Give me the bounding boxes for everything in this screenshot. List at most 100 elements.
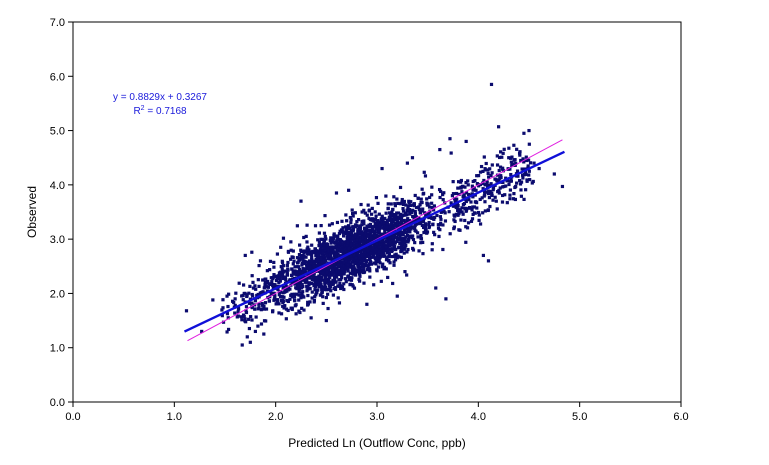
data-point: [497, 179, 501, 183]
data-point: [379, 279, 383, 283]
data-point: [347, 258, 351, 262]
data-point: [406, 204, 410, 208]
data-point: [527, 128, 531, 133]
data-point: [356, 264, 360, 268]
data-point: [483, 190, 487, 195]
data-point: [439, 217, 443, 221]
data-point: [331, 282, 335, 286]
data-point: [289, 293, 293, 297]
y-tick-label: 5.0: [50, 126, 65, 138]
data-point: [419, 241, 423, 245]
data-point: [297, 267, 302, 272]
data-point: [264, 277, 268, 281]
data-point: [297, 293, 301, 297]
data-point: [411, 234, 415, 238]
data-point: [281, 276, 286, 281]
data-point: [394, 252, 398, 256]
data-point: [472, 211, 477, 215]
data-point: [430, 205, 434, 210]
data-point: [362, 248, 366, 252]
data-point: [247, 291, 251, 295]
data-point: [480, 196, 484, 200]
data-point: [501, 151, 505, 155]
data-point: [307, 269, 312, 273]
y-tick-label: 7.0: [50, 17, 65, 29]
data-point: [363, 236, 368, 240]
data-point: [412, 215, 417, 219]
data-point: [388, 242, 392, 247]
data-point: [504, 176, 508, 180]
data-point: [402, 199, 406, 204]
data-point: [466, 183, 470, 187]
data-point: [482, 155, 486, 159]
data-point: [460, 184, 465, 189]
data-point: [237, 307, 241, 311]
data-point: [456, 186, 460, 190]
data-point: [310, 271, 314, 275]
data-point: [389, 217, 393, 221]
data-point: [495, 154, 499, 158]
data-point: [449, 201, 453, 205]
data-point: [362, 259, 366, 263]
data-point: [402, 247, 406, 251]
data-point: [487, 175, 491, 179]
data-point: [363, 211, 367, 215]
data-point: [247, 317, 251, 321]
data-point: [237, 281, 241, 285]
data-point: [512, 192, 516, 196]
data-point: [499, 174, 503, 178]
data-point: [259, 322, 264, 326]
data-point: [451, 180, 455, 184]
data-point: [272, 273, 276, 277]
data-point: [348, 215, 352, 220]
data-point: [337, 241, 341, 245]
data-point: [532, 161, 536, 165]
data-point: [387, 229, 391, 233]
data-point: [361, 270, 365, 274]
data-point: [200, 329, 204, 334]
data-point: [443, 211, 447, 215]
data-point: [414, 229, 418, 233]
data-point: [407, 208, 412, 212]
data-point: [497, 125, 501, 129]
data-point: [368, 269, 372, 273]
data-point: [296, 273, 300, 277]
data-point: [320, 286, 324, 290]
data-point: [560, 184, 565, 189]
data-point: [325, 253, 329, 258]
data-point: [380, 233, 384, 237]
data-point: [297, 298, 301, 302]
data-point: [342, 260, 346, 264]
y-tick-label: 2.0: [50, 288, 65, 300]
data-point: [346, 241, 350, 245]
data-point: [309, 250, 313, 254]
data-point: [489, 173, 493, 178]
data-point: [382, 243, 386, 247]
data-point: [404, 220, 408, 224]
data-point: [318, 280, 322, 284]
data-point: [329, 256, 333, 260]
data-point: [473, 179, 477, 183]
data-point: [397, 245, 401, 249]
data-point: [326, 272, 331, 276]
y-tick-label: 6.0: [50, 71, 65, 83]
data-point: [528, 161, 533, 165]
data-point: [389, 212, 393, 217]
data-point: [259, 308, 263, 312]
data-point: [324, 273, 329, 277]
data-point: [394, 235, 399, 240]
data-point: [526, 164, 530, 168]
data-point: [334, 280, 338, 284]
data-point: [263, 281, 267, 285]
data-point: [335, 275, 339, 279]
data-point: [317, 231, 321, 235]
data-point: [386, 206, 390, 210]
data-point: [379, 243, 383, 247]
data-point: [400, 200, 404, 204]
data-point: [403, 238, 407, 242]
data-point: [425, 201, 429, 205]
data-point: [437, 234, 441, 239]
data-point: [262, 332, 266, 336]
data-point: [399, 255, 403, 259]
data-point: [504, 184, 508, 188]
